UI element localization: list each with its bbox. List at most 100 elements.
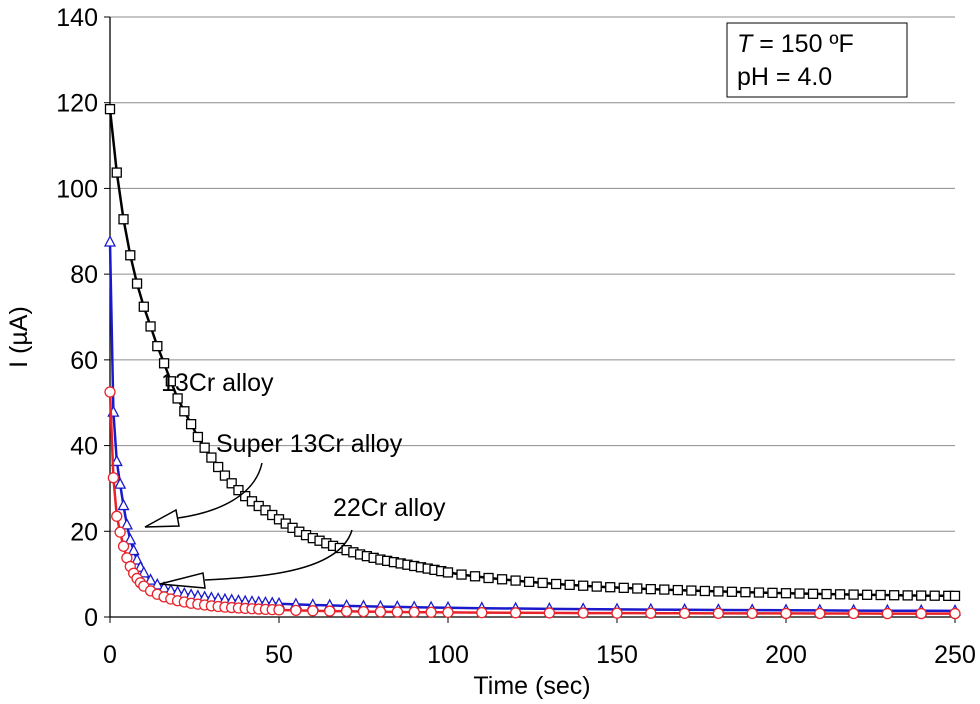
data-point [107, 472, 120, 484]
data-point [130, 553, 144, 565]
y-tick-label: 0 [84, 604, 98, 632]
x-tick-label: 0 [103, 641, 117, 669]
data-point [740, 587, 751, 598]
data-point [104, 386, 116, 398]
data-point [137, 565, 150, 578]
data-point [645, 583, 656, 595]
data-point [916, 590, 927, 601]
y-axis-title: I (µA) [5, 306, 33, 368]
data-point [605, 582, 616, 593]
gridlines [110, 16, 955, 532]
data-point [273, 604, 285, 616]
data-point [120, 517, 133, 530]
data-point [949, 590, 961, 602]
data-point [949, 607, 961, 620]
data-point [712, 607, 725, 620]
data-point [374, 606, 387, 618]
data-point [881, 607, 894, 620]
data-point [902, 590, 913, 601]
data-point [807, 588, 819, 599]
data-point [578, 580, 589, 591]
data-point [206, 452, 217, 463]
data-point [104, 103, 116, 115]
data-point [659, 584, 670, 595]
data-point [226, 478, 237, 489]
data-point [875, 589, 886, 601]
data-point [219, 470, 231, 481]
x-tick-label: 50 [265, 641, 293, 669]
data-point [509, 607, 522, 619]
temperature-label: T = 150 ºF [737, 30, 854, 58]
data-point [117, 540, 130, 552]
data-point [172, 393, 183, 404]
data-point [199, 442, 210, 453]
data-point [213, 461, 224, 473]
data-point [138, 301, 149, 312]
data-point [794, 588, 805, 599]
series-22cr-alloy [104, 386, 961, 620]
data-point [551, 578, 562, 590]
data-point [118, 214, 129, 225]
y-tick-label: 60 [70, 347, 98, 375]
x-tick-label: 200 [765, 641, 807, 669]
data-point [425, 606, 437, 618]
data-point [861, 589, 873, 600]
data-point [678, 607, 691, 619]
conditions-box: T = 150 ºF pH = 4.0 [726, 22, 908, 98]
data-point [713, 586, 724, 597]
data-point [158, 358, 170, 369]
annotation-super-13cr: Super 13Cr alloy [216, 430, 403, 458]
super-13cr-arrow-head [144, 508, 180, 528]
data-point [152, 340, 163, 352]
y-tick-label: 140 [56, 4, 98, 32]
data-point [179, 406, 190, 417]
data-point [145, 321, 156, 332]
y-tick-label: 120 [56, 90, 98, 118]
y-tick-label: 100 [56, 175, 98, 203]
data-point [233, 484, 244, 496]
data-point [185, 418, 197, 430]
data-point [125, 250, 136, 261]
annotation-13cr: 13Cr alloy [161, 369, 274, 397]
data-point [632, 583, 643, 594]
data-point [496, 574, 508, 585]
data-point [753, 587, 765, 598]
data-point [391, 606, 403, 618]
data-point [192, 431, 204, 443]
data-point [847, 607, 860, 620]
x-axis-title: Time (sec) [473, 672, 590, 700]
data-point [929, 590, 940, 601]
22cr-arrow [204, 529, 353, 581]
x-tick-labels: 0 50 100 150 200 250 [103, 641, 976, 669]
data-point [110, 454, 123, 467]
data-point [442, 606, 454, 619]
data-point [111, 167, 122, 178]
y-tick-label: 40 [70, 433, 98, 461]
data-point [848, 589, 859, 600]
data-point [726, 586, 738, 597]
data-point [611, 607, 623, 619]
data-point [543, 607, 556, 619]
data-point [111, 510, 123, 522]
data-point [889, 590, 900, 601]
x-tick-label: 250 [934, 641, 976, 669]
y-tick-label: 20 [70, 518, 98, 546]
data-point [510, 575, 521, 586]
data-point [442, 567, 454, 578]
data-point [124, 532, 137, 545]
data-point [537, 577, 548, 589]
x-tick-label: 100 [427, 641, 469, 669]
data-point [165, 376, 176, 387]
annotation-22cr: 22Cr alloy [333, 494, 446, 522]
data-point [672, 584, 683, 596]
data-point [456, 569, 467, 580]
data-point [564, 579, 575, 591]
data-point [290, 604, 302, 617]
data-point [834, 589, 846, 600]
x-tick-label: 150 [596, 641, 638, 669]
data-point [645, 607, 657, 619]
data-point [591, 581, 602, 592]
super-13cr-arrow [177, 462, 263, 519]
series-line [108, 241, 956, 613]
